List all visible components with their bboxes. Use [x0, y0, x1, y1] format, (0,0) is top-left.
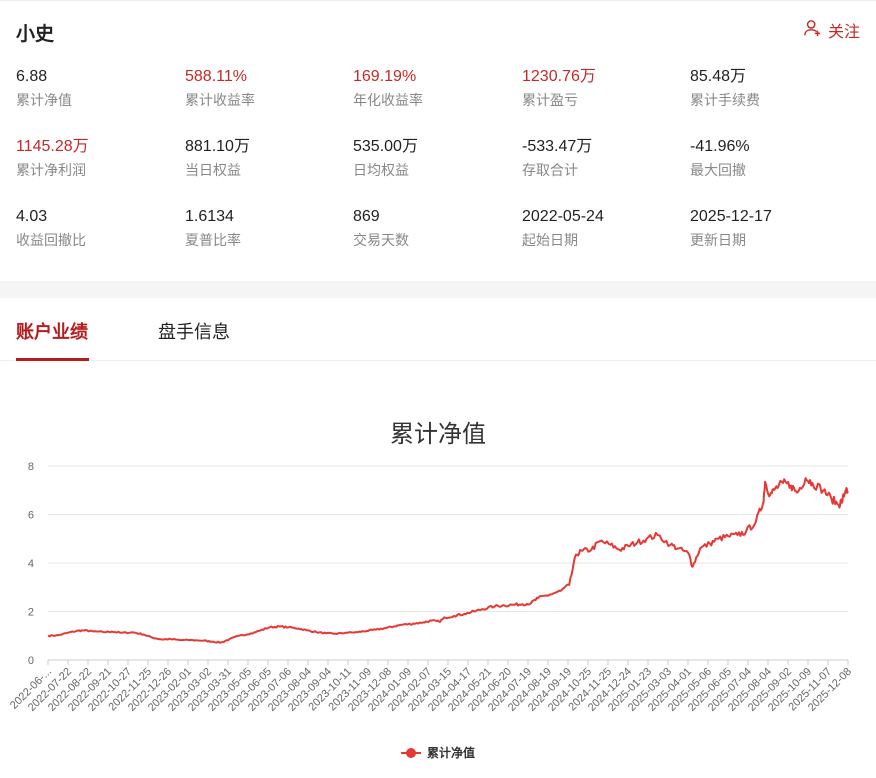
- chart-title: 累计净值: [390, 421, 486, 448]
- stat-item: 6.88 累计净值: [16, 67, 176, 109]
- stat-value: 1230.76万: [522, 68, 596, 85]
- chart-legend[interactable]: 累计净值: [0, 744, 876, 761]
- legend-label: 累计净值: [426, 746, 475, 760]
- stat-item: 1.6134 夏普比率: [185, 207, 345, 249]
- stat-value: 588.11%: [185, 68, 247, 85]
- stat-item: 169.19% 年化收益率: [353, 67, 513, 109]
- stat-value: 85.48万: [690, 68, 747, 85]
- stat-label: 累计盈亏: [522, 92, 578, 108]
- stat-label: 日均权益: [353, 162, 409, 178]
- stat-value: -41.96%: [690, 138, 750, 155]
- tab-trader-info[interactable]: 盘手信息: [158, 322, 230, 342]
- add-user-icon: [804, 19, 822, 42]
- y-tick-label: 4: [28, 558, 34, 570]
- stat-value: 6.88: [16, 68, 48, 85]
- stat-label: 夏普比率: [185, 232, 241, 248]
- stat-label: 累计收益率: [185, 92, 255, 108]
- stat-value: 2025-12-17: [690, 208, 772, 225]
- stat-label: 最大回撤: [690, 162, 746, 178]
- stat-value: 881.10万: [185, 138, 250, 155]
- stat-label: 累计手续费: [690, 92, 760, 108]
- stat-item: 588.11% 累计收益率: [185, 67, 345, 109]
- stat-label: 交易天数: [353, 232, 409, 248]
- stat-value: 169.19%: [353, 68, 417, 85]
- stat-label: 年化收益率: [353, 92, 423, 108]
- stat-item: 4.03 收益回撤比: [16, 207, 176, 249]
- stat-value: -533.47万: [522, 138, 593, 155]
- stat-value: 1.6134: [185, 208, 234, 225]
- stat-label: 起始日期: [522, 232, 578, 248]
- nav-series-line: [47, 477, 849, 644]
- follow-button[interactable]: 关注: [804, 18, 860, 42]
- stat-label: 更新日期: [690, 232, 746, 248]
- stat-item: 881.10万 当日权益: [185, 137, 345, 179]
- stat-item: 2025-12-17 更新日期: [690, 207, 850, 249]
- stat-value: 2022-05-24: [522, 208, 604, 225]
- legend-marker: [400, 747, 421, 758]
- stat-value: 4.03: [16, 208, 48, 225]
- y-tick-label: 8: [28, 461, 34, 473]
- active-tab-indicator: [16, 358, 89, 361]
- trader-name: 小史: [16, 24, 55, 45]
- y-tick-label: 2: [28, 607, 34, 619]
- stat-item: 869 交易天数: [353, 207, 513, 249]
- stat-item: 1230.76万 累计盈亏: [522, 67, 682, 109]
- stat-value: 869: [353, 208, 380, 225]
- stat-label: 存取合计: [522, 162, 578, 178]
- stat-label: 累计净利润: [16, 162, 86, 178]
- stat-item: 2022-05-24 起始日期: [522, 207, 682, 249]
- stat-item: -533.47万 存取合计: [522, 137, 682, 179]
- stat-label: 累计净值: [16, 92, 72, 108]
- stat-item: 85.48万 累计手续费: [690, 67, 850, 109]
- tab-account-performance[interactable]: 账户业绩: [16, 322, 88, 342]
- stat-label: 当日权益: [185, 162, 241, 178]
- stat-value: 535.00万: [353, 138, 418, 155]
- stat-item: -41.96% 最大回撤: [690, 137, 850, 179]
- account-summary-card: 小史 关注 6.88 累计净值 588.11% 累计收益率 169.19% 年化收益率 12…: [0, 0, 876, 281]
- y-tick-label: 0: [28, 655, 34, 667]
- tab-bar: 账户业绩 盘手信息: [0, 298, 876, 361]
- stat-label: 收益回撤比: [16, 232, 86, 248]
- stat-value: 1145.28万: [16, 138, 89, 155]
- follow-label: 关注: [827, 24, 860, 41]
- y-tick-label: 6: [28, 510, 34, 522]
- stat-item: 535.00万 日均权益: [353, 137, 513, 179]
- stat-item: 1145.28万 累计净利润: [16, 137, 176, 179]
